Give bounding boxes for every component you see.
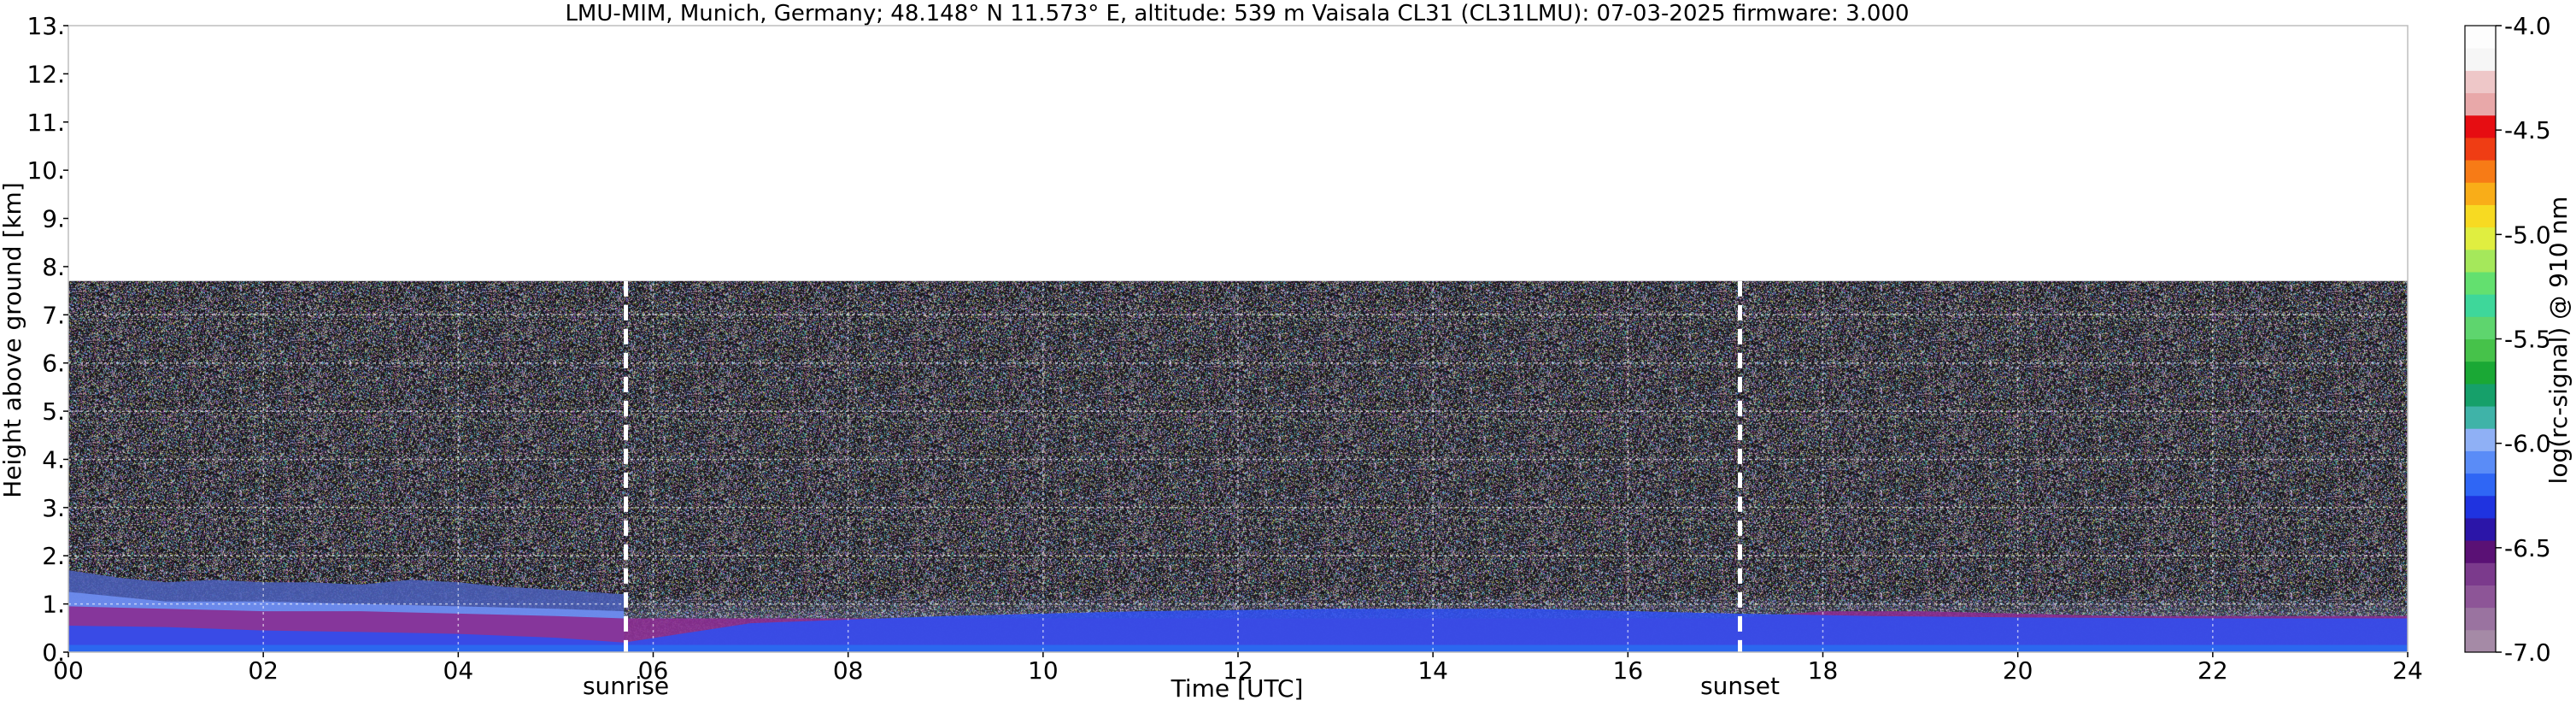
colorbar-segment (2465, 406, 2496, 429)
grid-lines (68, 26, 2408, 652)
y-tick-label: 11. (26, 109, 65, 137)
colorbar-segment (2465, 294, 2496, 317)
x-tick-label: 22 (2198, 656, 2228, 685)
x-tick-label: 08 (833, 656, 864, 685)
colorbar-segment (2465, 137, 2496, 161)
colorbar-tick-label: -5.5 (2504, 326, 2551, 354)
colorbar-segment (2465, 26, 2496, 49)
colorbar-segment (2465, 473, 2496, 497)
colorbar-label: log(rc-signal) @ 910 nm (2544, 197, 2573, 485)
x-tick-label: 24 (2392, 656, 2423, 685)
colorbar-segment (2465, 428, 2496, 451)
x-tick-label: 06 (638, 656, 669, 685)
colorbar-tick-label: -7.0 (2504, 638, 2551, 667)
colorbar-segment (2465, 383, 2496, 407)
y-axis-label: Height above ground [km] (0, 182, 26, 498)
colorbar-segment (2465, 450, 2496, 474)
colorbar-segment (2465, 338, 2496, 362)
x-tick-label: 10 (1028, 656, 1059, 685)
colorbar-segment (2465, 48, 2496, 71)
y-tick-label: 3. (42, 494, 65, 522)
annotation-label-1: sunset (1700, 672, 1780, 700)
y-tick-label: 7. (42, 301, 65, 329)
x-axis-ticks: 00 02 04 06 08 10 12 14 16 18 20 22 24 (53, 652, 2423, 685)
y-tick-label: 1. (42, 591, 65, 619)
colorbar-segment (2465, 607, 2496, 631)
x-tick-label: 04 (443, 656, 474, 685)
colorbar-segment (2465, 271, 2496, 295)
colorbar-segment (2465, 540, 2496, 563)
y-tick-label: 4. (42, 445, 65, 474)
colorbar-tick-label: -4.5 (2504, 116, 2551, 144)
colorbar-segment (2465, 160, 2496, 183)
x-tick-label: 18 (1808, 656, 1839, 685)
x-tick-label: 12 (1223, 656, 1253, 685)
x-tick-label: 02 (248, 656, 279, 685)
colorbar-segment (2465, 92, 2496, 116)
colorbar-tick-label: -5.0 (2504, 221, 2551, 249)
colorbar-segment (2465, 562, 2496, 585)
annotations: sunrise sunset (583, 280, 1780, 700)
colorbar-segment (2465, 70, 2496, 94)
colorbar: -4.0 -4.5 -5.0 -5.5 -6.0 -6.5 -7.0 (2464, 12, 2551, 667)
colorbar-segment (2465, 249, 2496, 273)
colorbar-tick-label: -6.5 (2504, 534, 2551, 562)
y-axis-ticks: 0. 1. 2. 3. 4. 5. 6. 7. 8. 9. 10. 11. 12. 13. (26, 12, 68, 667)
y-tick-label: 6. (42, 350, 65, 378)
y-tick-label: 12. (26, 60, 65, 88)
annotation-label-0: sunrise (583, 672, 669, 700)
colorbar-segment (2465, 115, 2496, 138)
x-axis-label: Time [UTC] (1171, 674, 1304, 703)
y-tick-label: 2. (42, 542, 65, 570)
y-tick-label: 10. (26, 156, 65, 185)
colorbar-segment (2465, 495, 2496, 519)
y-tick-label: 9. (42, 205, 65, 233)
colorbar-segment (2465, 585, 2496, 609)
colorbar-segment (2465, 361, 2496, 385)
x-tick-label: 14 (1417, 656, 1448, 685)
colorbar-segment (2465, 517, 2496, 541)
colorbar-segment (2465, 629, 2496, 653)
y-tick-label: 8. (42, 253, 65, 281)
colorbar-segment (2465, 316, 2496, 339)
colorbar-segment (2465, 204, 2496, 228)
y-tick-label: 0. (42, 638, 65, 667)
colorbar-segment (2465, 182, 2496, 205)
x-tick-label: 00 (53, 656, 84, 685)
chart-title: LMU-MIM, Munich, Germany; 48.148° N 11.5… (565, 1, 1909, 26)
x-tick-label: 20 (2003, 656, 2033, 685)
colorbar-segment (2465, 227, 2496, 250)
colorbar-tick-label: -6.0 (2504, 430, 2551, 458)
x-tick-label: 16 (1613, 656, 1644, 685)
y-tick-label: 13. (26, 12, 65, 40)
colorbar-tick-label: -4.0 (2504, 12, 2551, 40)
y-tick-label: 5. (42, 397, 65, 426)
